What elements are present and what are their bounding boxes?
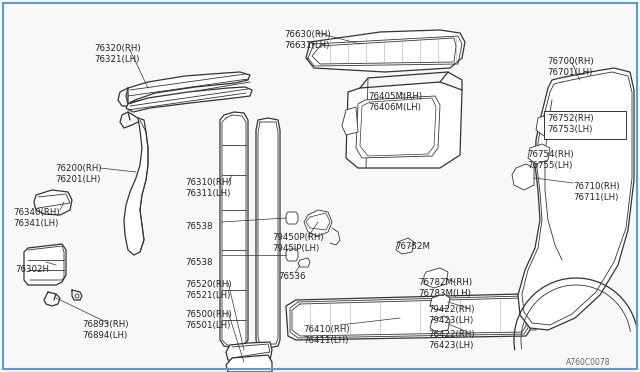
Polygon shape: [126, 72, 250, 104]
Polygon shape: [298, 258, 310, 267]
Text: 76538: 76538: [185, 222, 212, 231]
Polygon shape: [286, 212, 298, 224]
Polygon shape: [356, 96, 440, 158]
Text: 76893(RH)
76894(LH): 76893(RH) 76894(LH): [82, 320, 129, 340]
Polygon shape: [528, 144, 550, 164]
Text: 76340(RH)
76341(LH): 76340(RH) 76341(LH): [13, 208, 60, 228]
Polygon shape: [346, 82, 462, 168]
Polygon shape: [220, 112, 248, 348]
Text: 79450P(RH)
7945lP(LH): 79450P(RH) 7945lP(LH): [272, 233, 324, 253]
Text: 76405M(RH)
76406M(LH): 76405M(RH) 76406M(LH): [368, 92, 422, 112]
Text: 76782M(RH)
76783M(LH): 76782M(RH) 76783M(LH): [418, 278, 472, 298]
Text: 76302H: 76302H: [15, 265, 49, 274]
Text: 76410(RH)
76411(LH): 76410(RH) 76411(LH): [303, 325, 349, 345]
FancyBboxPatch shape: [544, 111, 626, 139]
Polygon shape: [430, 316, 450, 332]
Text: 76536: 76536: [278, 272, 305, 281]
Polygon shape: [226, 342, 272, 362]
Polygon shape: [126, 87, 252, 112]
Text: 76752(RH)
76753(LH): 76752(RH) 76753(LH): [547, 114, 594, 134]
Text: 79422(RH)
79423(LH): 79422(RH) 79423(LH): [428, 305, 474, 325]
Text: 76320(RH)
76321(LH): 76320(RH) 76321(LH): [94, 44, 141, 64]
Text: 76520(RH)
76521(LH): 76520(RH) 76521(LH): [185, 280, 232, 300]
Polygon shape: [424, 268, 448, 288]
Text: 76500(RH)
76501(LH): 76500(RH) 76501(LH): [185, 310, 232, 330]
Polygon shape: [256, 118, 280, 348]
Text: A760C0078: A760C0078: [566, 358, 611, 367]
Text: 76422(RH)
76423(LH): 76422(RH) 76423(LH): [428, 330, 475, 350]
Text: 76630(RH)
76631(LH): 76630(RH) 76631(LH): [284, 30, 331, 50]
Polygon shape: [304, 210, 332, 236]
Polygon shape: [536, 114, 558, 136]
Text: 76200(RH)
76201(LH): 76200(RH) 76201(LH): [55, 164, 102, 184]
Polygon shape: [124, 118, 148, 255]
Polygon shape: [286, 294, 530, 340]
Text: 76754(RH)
76755(LH): 76754(RH) 76755(LH): [527, 150, 573, 170]
Polygon shape: [226, 355, 272, 372]
Text: 76710(RH)
76711(LH): 76710(RH) 76711(LH): [573, 182, 620, 202]
Polygon shape: [24, 244, 66, 285]
Polygon shape: [512, 164, 534, 190]
Polygon shape: [342, 107, 358, 135]
Text: 76700(RH)
76701(LH): 76700(RH) 76701(LH): [547, 57, 594, 77]
Polygon shape: [518, 68, 634, 330]
Text: 76752M: 76752M: [395, 242, 430, 251]
Polygon shape: [34, 190, 72, 215]
Polygon shape: [430, 294, 450, 310]
Polygon shape: [396, 238, 414, 254]
Text: 76310(RH)
76311(LH): 76310(RH) 76311(LH): [185, 178, 232, 198]
Polygon shape: [306, 30, 465, 72]
Text: 76538: 76538: [185, 258, 212, 267]
Polygon shape: [286, 249, 298, 261]
